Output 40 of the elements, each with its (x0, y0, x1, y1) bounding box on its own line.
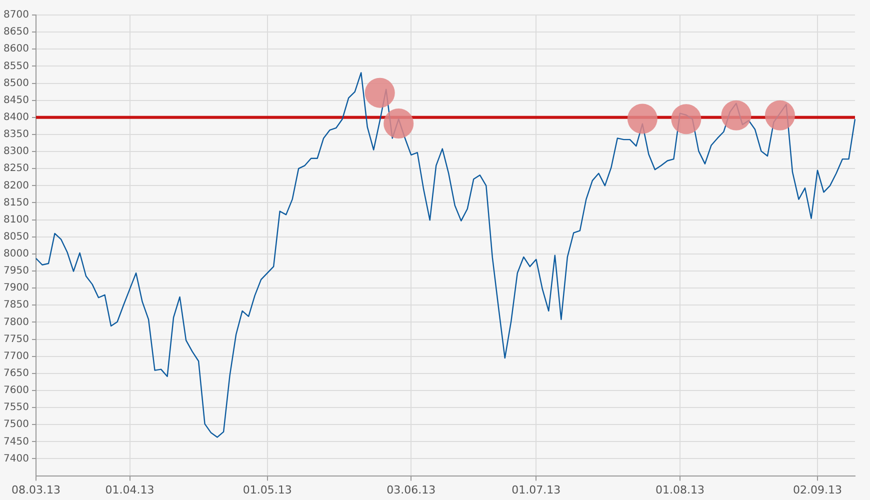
y-tick-label: 8200 (4, 180, 29, 192)
x-tick-label: 01.05.13 (242, 483, 292, 496)
y-tick-label: 7400 (4, 453, 29, 464)
y-tick-label: 7800 (4, 316, 29, 328)
x-tick-label: 08.03.13 (12, 483, 60, 496)
point (764, 100, 795, 130)
y-tick-label: 8150 (4, 197, 29, 208)
y-tick-label: 7650 (4, 368, 29, 379)
y-tick-label: 7450 (4, 436, 29, 448)
y-tick-label: 8400 (4, 112, 29, 123)
y-tick-label: 8250 (4, 163, 29, 174)
y-tick-label: 7550 (4, 402, 29, 414)
point (627, 104, 658, 134)
y-tick-label: 7600 (4, 385, 29, 396)
point (671, 104, 702, 134)
y-tick-label: 8650 (4, 26, 29, 38)
y-tick-label: 8050 (4, 231, 29, 242)
y-tick-label: 8600 (4, 44, 29, 55)
y-tick-label: 7700 (4, 350, 29, 362)
y-tick-label: 8300 (4, 146, 29, 158)
x-tick-label: 02.09.13 (792, 483, 842, 496)
y-tick-label: 8700 (4, 10, 29, 21)
y-tick-label: 8000 (4, 248, 29, 260)
point (364, 78, 395, 108)
point (384, 108, 414, 139)
y-tick-label: 7850 (4, 300, 29, 311)
y-tick-label: 7950 (4, 266, 29, 277)
y-tick-label: 7500 (4, 419, 29, 430)
x-tick-label: 03.06.13 (386, 483, 436, 496)
x-tick-label: 01.07.13 (512, 483, 561, 496)
y-tick-label: 8450 (4, 94, 29, 106)
y-tick-label: 8500 (4, 78, 29, 89)
y-tick-label: 8350 (4, 129, 29, 140)
point (721, 100, 752, 130)
y-tick-label: 8100 (4, 214, 29, 226)
y-tick-label: 7900 (4, 282, 29, 294)
x-tick-label: 01.08.13 (655, 483, 704, 496)
x-tick-label: 01.04.13 (105, 483, 154, 496)
y-tick-label: 7750 (4, 334, 29, 345)
y-tick-label: 8550 (4, 60, 29, 72)
